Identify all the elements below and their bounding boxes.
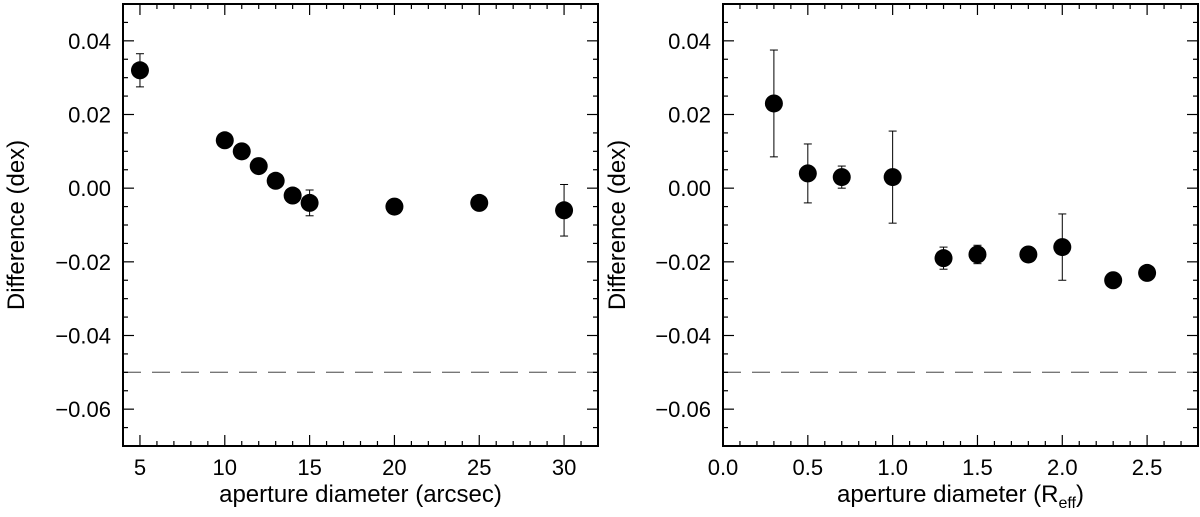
data-points-layer	[764, 49, 1157, 290]
data-point	[764, 94, 783, 113]
y-tick-label: 0.00	[68, 176, 111, 201]
y-tick-label: −0.02	[55, 250, 111, 275]
x-tick-label: 1.5	[962, 455, 993, 480]
y-tick-label: −0.04	[55, 324, 111, 349]
x-axis-label-subscript: eff	[1058, 495, 1076, 512]
x-axis-label-close: )	[1076, 481, 1084, 508]
y-tick-label: 0.02	[668, 103, 711, 128]
y-tick-label: 0.04	[668, 29, 711, 54]
data-point	[300, 193, 319, 212]
data-point	[555, 201, 574, 220]
x-tick-label: 5	[134, 455, 146, 480]
data-point	[249, 157, 268, 176]
data-point	[283, 186, 302, 205]
data-point	[934, 249, 953, 268]
data-point	[1019, 245, 1038, 264]
data-point	[232, 142, 251, 161]
x-tick-label: 15	[297, 455, 321, 480]
x-axis-label: aperture diameter (Reff)	[837, 481, 1084, 512]
y-tick-label: 0.02	[68, 103, 111, 128]
y-tick-label: −0.02	[655, 250, 711, 275]
data-point	[1104, 271, 1123, 290]
data-point	[470, 193, 489, 212]
y-tick-label: −0.06	[55, 397, 111, 422]
x-tick-label: 10	[213, 455, 237, 480]
data-points-layer	[130, 53, 574, 237]
data-point	[215, 131, 234, 150]
ticks-layer: 0.0 0.5 1.0 1.5 2.0 2.5 0.04 0.02 0.00 −0.02 −0.04…	[655, 3, 1199, 480]
x-tick-label: 1.0	[877, 455, 908, 480]
ticks-layer: 5 10 15 20 25 30 0.04 0.02 0.00 −0.02 −0.04 −0.06	[55, 3, 599, 480]
x-tick-label: 20	[382, 455, 406, 480]
y-tick-label: 0.04	[68, 29, 111, 54]
plot-frame	[722, 3, 1199, 447]
data-point	[1053, 238, 1072, 257]
right-panel: 0.0 0.5 1.0 1.5 2.0 2.5 0.04 0.02 0.00 −0.02 −0.04…	[604, 3, 1199, 512]
x-axis-label-main: aperture diameter (R	[837, 481, 1058, 508]
x-tick-label: 2.0	[1047, 455, 1078, 480]
data-point	[385, 197, 404, 216]
data-point	[883, 168, 902, 187]
x-axis-label: aperture diameter (arcsec)	[219, 481, 502, 508]
x-tick-label: 0.5	[793, 455, 824, 480]
x-tick-label: 25	[467, 455, 491, 480]
y-axis-label: Difference (dex)	[3, 140, 30, 310]
y-axis-label: Difference (dex)	[604, 140, 631, 310]
data-point	[130, 61, 149, 80]
data-point	[1138, 263, 1157, 282]
x-tick-label: 2.5	[1132, 455, 1163, 480]
y-tick-label: −0.04	[655, 324, 711, 349]
x-tick-label: 0.0	[708, 455, 739, 480]
data-point	[968, 245, 987, 264]
plot-frame	[122, 3, 599, 447]
data-point	[832, 168, 851, 187]
left-panel: 5 10 15 20 25 30 0.04 0.02 0.00 −0.02 −0.04 −0.06 a…	[3, 3, 599, 508]
data-point	[266, 171, 285, 190]
y-tick-label: 0.00	[668, 176, 711, 201]
y-tick-label: −0.06	[655, 397, 711, 422]
data-point	[798, 164, 817, 183]
x-tick-label: 30	[552, 455, 576, 480]
